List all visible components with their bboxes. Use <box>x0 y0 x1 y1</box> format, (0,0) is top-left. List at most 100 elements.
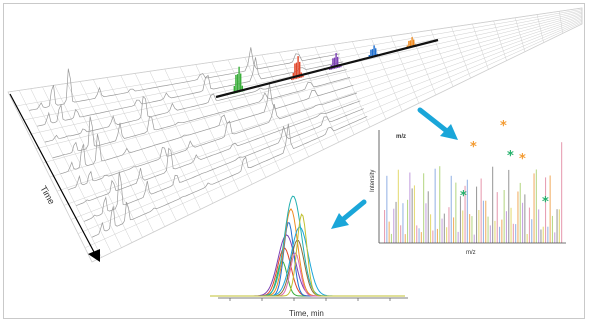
slice-peak <box>291 78 293 80</box>
spectrum-peak <box>384 210 386 243</box>
slice-peak <box>235 75 237 94</box>
spectrum-peak <box>434 168 436 243</box>
spectrum-peak <box>515 224 517 243</box>
spectrum-peak <box>535 169 537 243</box>
spectrum-peak <box>503 190 505 243</box>
spectrum-peak <box>404 234 406 243</box>
spectrum-peak <box>466 179 468 243</box>
lcms-3d-map: Time <box>7 7 583 263</box>
slice-peak <box>340 66 342 68</box>
trace-line <box>68 92 358 191</box>
grid-line <box>77 21 583 234</box>
slice-peak <box>413 39 415 47</box>
trace-line <box>76 100 361 206</box>
spectrum-peak <box>482 200 484 243</box>
figure-frame <box>3 3 585 319</box>
spectrum-peak <box>413 185 415 243</box>
slice-peak <box>332 58 334 70</box>
spectrum-peak <box>508 169 510 243</box>
mass-spectrum: m/z Intensity m/z * * * * * * <box>370 119 566 256</box>
spectrum-peak <box>457 231 459 243</box>
spectrum-peak <box>554 232 556 243</box>
spectrum-peak <box>436 228 438 243</box>
spectrum-peak <box>400 225 402 243</box>
spectrum-peak <box>441 218 443 243</box>
spectrum-peak <box>390 233 392 243</box>
slice-peak <box>238 66 240 93</box>
slice-peak <box>240 73 242 92</box>
spectrum-peak <box>538 209 540 243</box>
grid-line <box>84 22 583 249</box>
trace-line <box>37 57 344 127</box>
spectrum-peaks <box>384 142 563 243</box>
spectrum-peak <box>558 209 560 243</box>
trace-line <box>44 69 347 143</box>
spectrum-peak <box>547 226 549 243</box>
arrow-icon <box>417 107 458 140</box>
star-marker-icon: * <box>470 140 477 155</box>
slice-peak <box>299 61 301 78</box>
spectrum-peak <box>386 175 388 243</box>
spectrum-peak <box>478 210 480 243</box>
slice-peak <box>409 40 412 48</box>
spectrum-peak <box>545 177 547 243</box>
slice-peak <box>294 63 296 80</box>
slice-peak <box>302 75 304 78</box>
mz-scan-line <box>215 38 439 99</box>
xic-traces <box>210 195 405 297</box>
spectrum-peak <box>425 203 427 243</box>
spectrum-peak <box>517 191 519 243</box>
grid-line <box>14 9 583 107</box>
slice-peak <box>335 53 337 69</box>
spectrum-peak <box>540 229 542 243</box>
spectrum-peak <box>455 182 457 243</box>
grid-line <box>70 19 583 220</box>
time-axis-arrowhead <box>88 249 100 262</box>
spectrum-peak <box>485 200 487 243</box>
ms-xlabel-bottom: m/z <box>466 250 476 256</box>
spectrum-peak <box>423 173 425 243</box>
spectrum-peak <box>561 142 563 243</box>
spectrum-peak <box>450 175 452 243</box>
slice-peak <box>241 85 243 92</box>
spectrum-peak <box>526 234 528 243</box>
slice-peak <box>373 45 375 58</box>
grid-line <box>42 14 583 164</box>
star-marker-icon: * <box>507 149 514 164</box>
slice-peak <box>329 69 331 70</box>
spectrum-peak <box>411 188 413 243</box>
slice-peak <box>297 56 299 79</box>
slice-peak <box>371 49 374 58</box>
marker-green: * * * <box>460 149 549 210</box>
trace-line <box>83 108 364 222</box>
spectrum-peak <box>388 221 390 243</box>
grid-line <box>91 23 583 263</box>
spectrum-peak <box>528 207 530 243</box>
spectrum-peak <box>397 169 399 243</box>
ms-xlabel-top: m/z <box>396 134 406 140</box>
spectrum-peak <box>464 185 466 243</box>
grid-line <box>56 17 583 192</box>
spectrum-peak <box>489 225 491 243</box>
chromatogram-traces <box>29 47 368 238</box>
trace-line <box>29 47 340 111</box>
spectrum-peak <box>446 227 448 243</box>
spectrum-peak <box>487 216 489 243</box>
slice-peak <box>408 40 410 49</box>
spectrum-peak <box>462 210 464 243</box>
spectrum-peak <box>393 208 395 243</box>
xic-ticks <box>229 298 391 301</box>
xic-trace <box>210 252 405 297</box>
spectrum-peak <box>494 220 496 243</box>
arrow-icon <box>331 199 367 229</box>
spectrum-peak <box>409 172 411 243</box>
spectrum-peak <box>501 219 503 243</box>
xic-overlay: Time, min <box>210 195 408 318</box>
spectrum-peak <box>402 203 404 243</box>
spectrum-peak <box>443 213 445 243</box>
slice-peak <box>333 57 336 69</box>
spectrum-peak <box>499 226 501 243</box>
spectrum-peak <box>519 182 521 243</box>
spectrum-peak <box>471 216 473 243</box>
